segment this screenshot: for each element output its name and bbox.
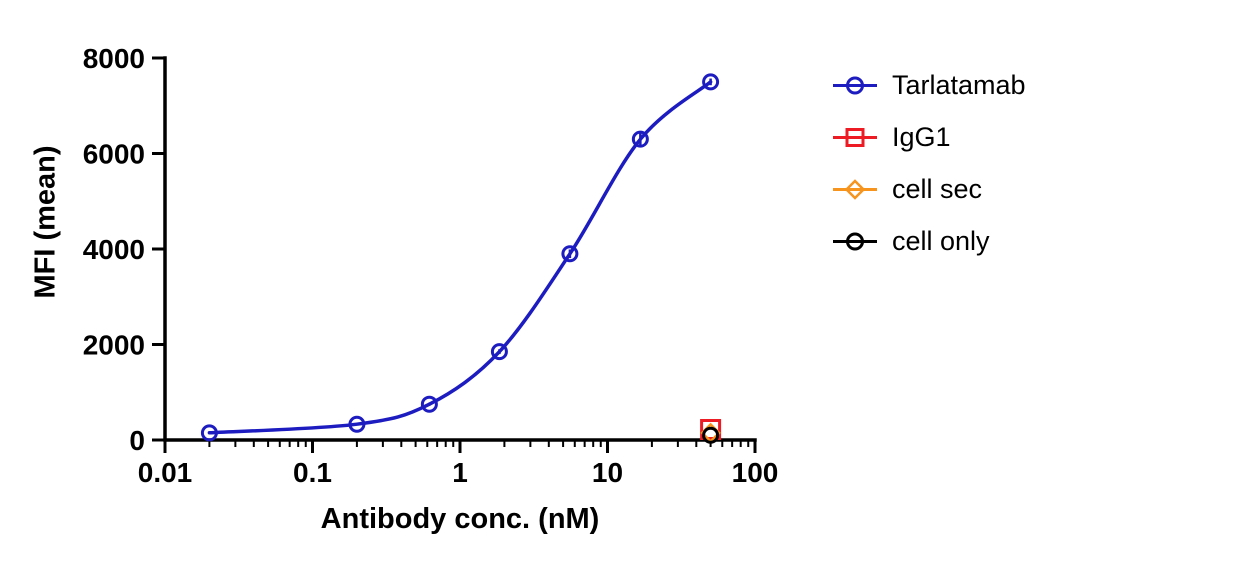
legend-label-tarlatamab: Tarlatamab — [892, 70, 1026, 100]
data-point-tarlatamab — [631, 130, 649, 148]
y-tick-label: 2000 — [83, 330, 145, 361]
diamond-marker-icon — [833, 179, 877, 200]
data-point-tarlatamab — [348, 415, 366, 433]
legend-label-cell-only: cell only — [892, 226, 990, 256]
legend-item-cell-sec: cell sec — [832, 174, 1026, 205]
data-point-tarlatamab — [490, 343, 508, 361]
legend-item-tarlatamab: Tarlatamab — [832, 70, 1026, 101]
axes — [163, 56, 757, 442]
y-tick-label: 6000 — [83, 139, 145, 170]
data-point-cell-only — [702, 426, 720, 444]
x-tick-label: 0.01 — [138, 457, 193, 488]
y-tick-label: 0 — [129, 425, 145, 456]
y-axis-title: MFI (mean) — [29, 145, 62, 299]
square-marker-icon — [833, 128, 877, 147]
legend-item-cell-only: cell only — [832, 226, 1026, 257]
circle-marker-icon — [833, 76, 877, 95]
legend: Tarlatamab IgG1 cell sec cell only — [832, 70, 1026, 257]
x-tick-label: 10 — [592, 457, 623, 488]
circle-marker-icon — [833, 232, 877, 251]
y-tick-label: 4000 — [83, 234, 145, 265]
x-tick-label: 0.1 — [293, 457, 332, 488]
x-axis-title: Antibody conc. (nM) — [320, 503, 600, 535]
data-point-tarlatamab — [200, 424, 218, 442]
legend-item-igg1: IgG1 — [832, 122, 1026, 153]
data-point-tarlatamab — [420, 395, 438, 413]
data-point-igg1 — [700, 418, 722, 440]
legend-label-cell-sec: cell sec — [892, 174, 983, 204]
legend-label-igg1: IgG1 — [892, 122, 951, 152]
y-tick-label: 8000 — [83, 43, 145, 74]
data-point-tarlatamab — [561, 245, 579, 263]
x-tick-label: 100 — [732, 457, 779, 488]
data-point-tarlatamab — [702, 73, 720, 91]
x-tick-label: 1 — [452, 457, 468, 488]
